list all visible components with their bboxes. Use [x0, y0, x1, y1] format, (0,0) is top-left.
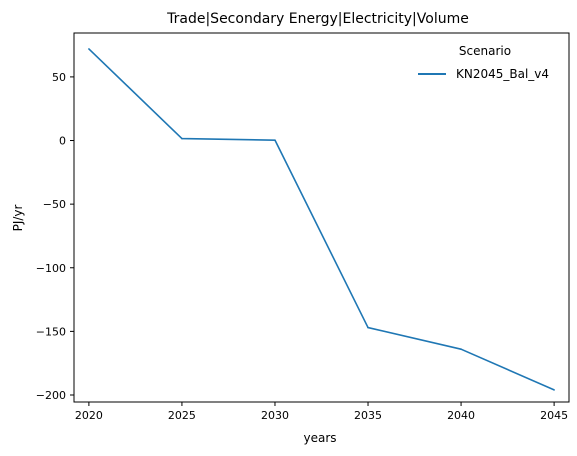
data-point — [88, 48, 90, 50]
x-axis: 2020 2025 2030 2035 2040 2045 — [75, 402, 568, 422]
y-tick-label: −100 — [36, 262, 66, 275]
x-axis-label: years — [303, 431, 336, 445]
data-point — [181, 137, 183, 140]
legend: Scenario KN2045_Bal_v4 — [418, 44, 549, 81]
x-tick-label: 2040 — [447, 409, 475, 422]
y-tick-label: −200 — [36, 389, 66, 402]
series-layer — [88, 48, 555, 391]
x-tick-label: 2035 — [354, 409, 382, 422]
y-tick-label: 50 — [52, 71, 66, 84]
y-tick-label: 0 — [59, 135, 66, 148]
data-point — [553, 389, 555, 391]
legend-entry-kn2045-bal-v4: KN2045_Bal_v4 — [456, 67, 549, 81]
y-axis: 50 0 −50 −100 −150 −200 — [36, 71, 74, 402]
data-point — [274, 139, 276, 141]
y-axis-label: PJ/yr — [11, 205, 25, 232]
y-tick-label: −50 — [43, 198, 66, 211]
plot-area-frame — [73, 32, 570, 403]
x-tick-label: 2020 — [75, 409, 103, 422]
y-tick-label: −150 — [36, 325, 66, 338]
data-point — [367, 326, 369, 329]
x-tick-label: 2025 — [168, 409, 196, 422]
x-tick-label: 2045 — [540, 409, 568, 422]
chart-title: Trade|Secondary Energy|Electricity|Volum… — [166, 11, 469, 27]
x-tick-label: 2030 — [261, 409, 289, 422]
series-line-0 — [88, 48, 555, 391]
legend-title: Scenario — [459, 44, 511, 58]
data-point — [460, 348, 462, 350]
